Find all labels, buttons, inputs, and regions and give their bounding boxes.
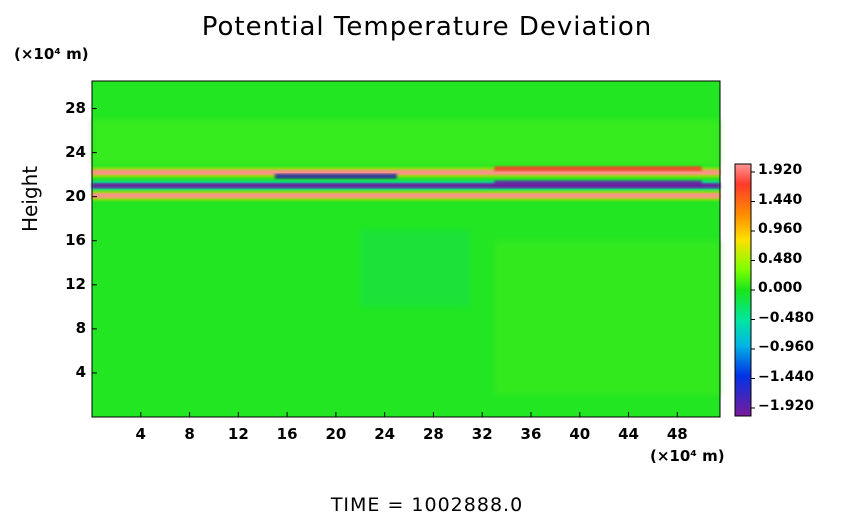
plot-frame <box>91 80 721 418</box>
y-tick-label: 28 <box>65 98 86 117</box>
x-tick-label: 48 <box>666 425 688 443</box>
y-tick-label: 12 <box>65 274 86 293</box>
y-tick-label: 24 <box>65 142 86 161</box>
y-unit-label: (×10⁴ m) <box>14 45 89 63</box>
field-patch <box>494 240 720 395</box>
field-patch <box>360 229 471 307</box>
colorbar-tick-label: 1.440 <box>758 191 803 208</box>
colorbar <box>734 163 752 417</box>
x-tick-label: 32 <box>471 425 493 443</box>
x-tick-label: 40 <box>569 425 591 443</box>
colorbar-tick-label: −1.440 <box>758 368 815 385</box>
x-tick-label: 36 <box>520 425 542 443</box>
band-core-1 <box>92 183 720 189</box>
y-tick-label: 4 <box>75 362 86 381</box>
colorbar-tick-label: −1.920 <box>758 398 815 414</box>
y-tick-label: 16 <box>65 230 86 249</box>
band-segment-cold-2 <box>274 173 397 179</box>
colorbar-tick-label: 1.920 <box>758 162 803 178</box>
band-core-2 <box>92 193 720 199</box>
x-tick-label: 4 <box>135 425 146 443</box>
chart-title: Potential Temperature Deviation <box>201 12 653 42</box>
band-segment-warm <box>494 166 702 172</box>
field-patch <box>92 119 720 166</box>
colorbar-tick-label: 0.480 <box>758 250 803 267</box>
x-tick-label: 12 <box>227 425 249 443</box>
colorbar-tick-label: −0.960 <box>758 339 815 355</box>
band-core-0 <box>92 169 720 175</box>
x-tick-label: 28 <box>422 425 444 443</box>
colorbar-tick-label: −0.480 <box>758 309 815 326</box>
y-tick-label: 8 <box>75 318 86 337</box>
colorbar-tick-label: 0.000 <box>758 280 803 296</box>
y-tick-label: 20 <box>65 186 86 205</box>
x-tick-label: 8 <box>184 425 195 443</box>
colorbar-tick-label: 0.960 <box>758 221 803 237</box>
x-tick-label: 44 <box>618 425 639 443</box>
x-tick-label: 16 <box>276 425 298 443</box>
x-tick-label: 20 <box>325 425 347 443</box>
x-unit-label: (×10⁴ m) <box>650 447 725 465</box>
x-tick-label: 24 <box>374 425 396 443</box>
time-footer: TIME = 1002888.0 <box>330 494 524 516</box>
band-segment-cold <box>494 180 702 187</box>
